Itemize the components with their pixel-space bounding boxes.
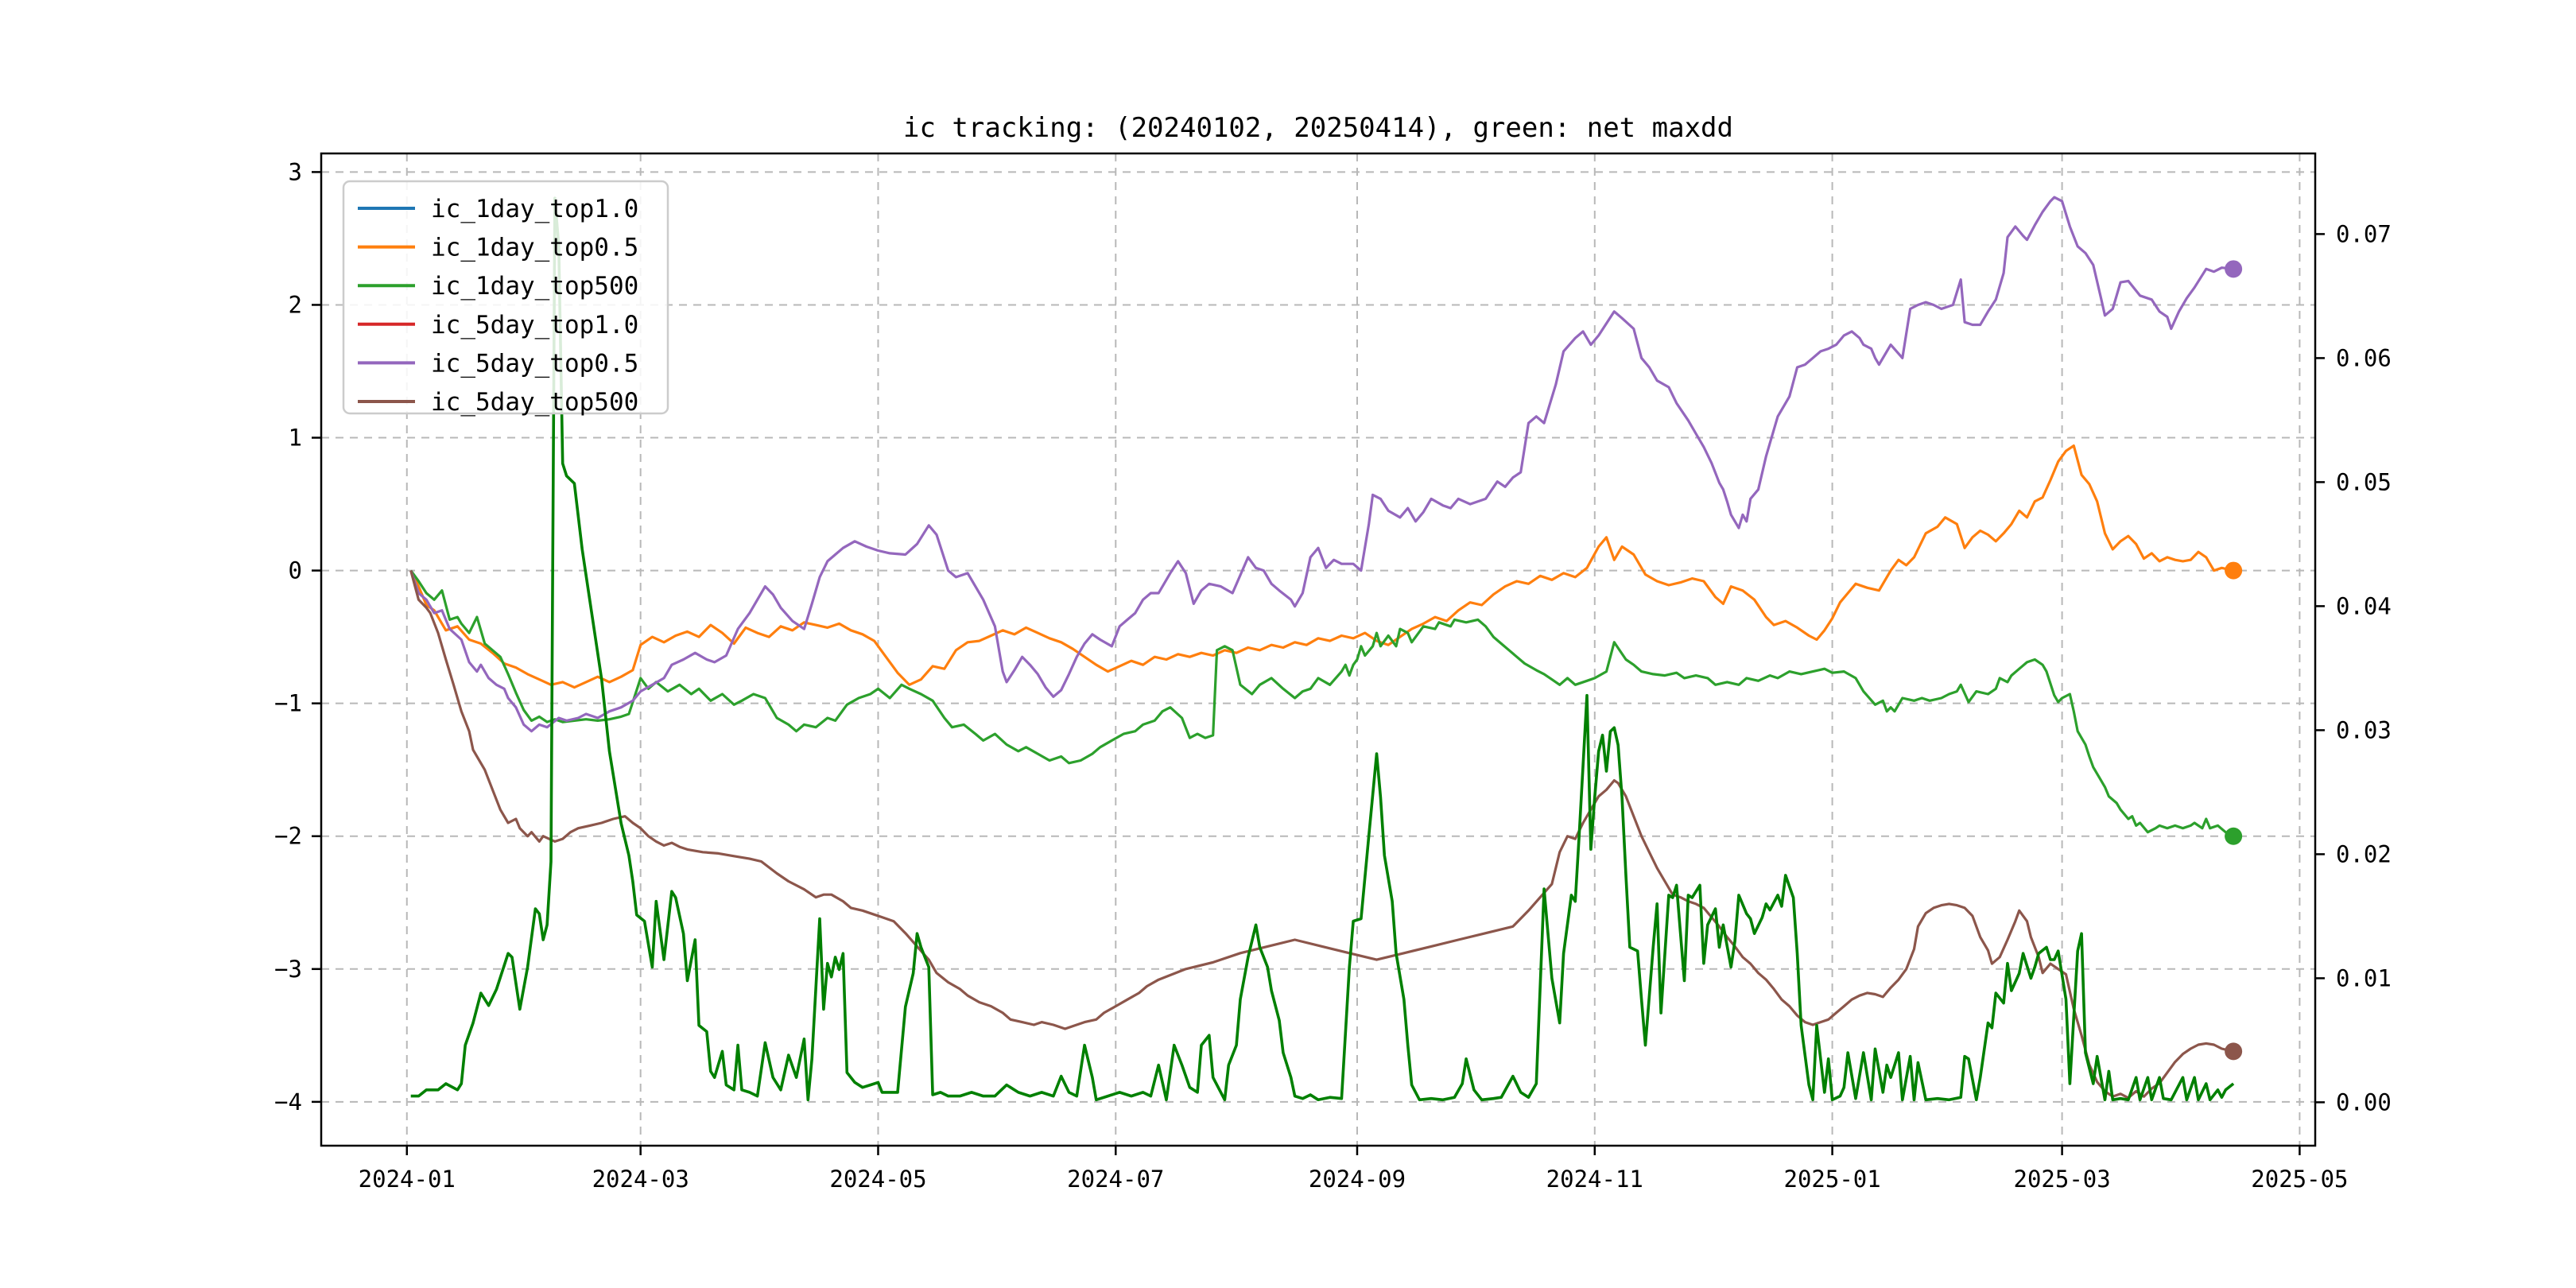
x-tick-label: 2025-03	[2013, 1166, 2110, 1193]
legend-label: ic_5day_top1.0	[431, 311, 638, 339]
chart-title: ic tracking: (20240102, 20250414), green…	[903, 112, 1733, 144]
left-tick-label: −1	[274, 690, 302, 717]
x-tick-label: 2024-03	[592, 1166, 689, 1193]
legend-label: ic_1day_top0.5	[431, 234, 638, 262]
series-line-ic_1day_top0.5	[409, 444, 2234, 689]
right-tick-label: 0.03	[2336, 716, 2392, 743]
left-tick-label: 3	[289, 158, 302, 185]
x-tick-label: 2024-11	[1546, 1166, 1643, 1193]
legend: ic_1day_top1.0 ic_1day_top0.5 ic_1day_top5…	[342, 180, 669, 417]
right-tick-label: 0.02	[2336, 840, 2392, 867]
right-tick-label: 0.07	[2336, 220, 2392, 247]
x-tick-label: 2025-05	[2251, 1166, 2348, 1193]
series-line-ic_1day_top500	[409, 569, 2234, 838]
x-tick-label: 2024-05	[829, 1166, 926, 1193]
right-tick-label: 0.04	[2336, 592, 2392, 619]
series-endpoint-dot-ic_1day_top500	[2225, 827, 2243, 845]
legend-box	[342, 180, 669, 415]
left-tick-label: −4	[274, 1088, 302, 1115]
legend-label: ic_5day_top0.5	[431, 349, 638, 378]
tick-labels: 3 2 1 0 −1 −2 −3 −4 0.07 0.06 0.05 0.04 0.03 0.02 0.01…	[274, 158, 2392, 1193]
series-line-net maxdd	[410, 196, 2235, 1102]
left-tick-label: 1	[289, 425, 302, 452]
series-line-ic_5day_top500	[409, 570, 2234, 1100]
legend-label: ic_1day_top500	[431, 272, 638, 301]
legend-label: ic_1day_top1.0	[431, 195, 638, 223]
gridlines	[321, 153, 2315, 1146]
series-lines	[409, 196, 2243, 1102]
left-tick-label: −2	[274, 823, 302, 850]
right-tick-label: 0.05	[2336, 468, 2392, 495]
x-tick-label: 2025-01	[1783, 1166, 1880, 1193]
left-tick-label: −3	[274, 956, 302, 983]
x-tick-label: 2024-09	[1309, 1166, 1406, 1193]
left-tick-label: 2	[289, 291, 302, 318]
series-endpoint-dot-ic_5day_top500	[2225, 1042, 2243, 1061]
x-tick-label: 2024-07	[1067, 1166, 1164, 1193]
right-tick-label: 0.06	[2336, 344, 2392, 371]
legend-label: ic_5day_top500	[431, 388, 638, 417]
series-endpoint-dot-ic_1day_top0.5	[2225, 561, 2243, 580]
plot-border	[320, 152, 2317, 1147]
series-line-ic_5day_top0.5	[409, 196, 2234, 733]
series-endpoint-dot-ic_5day_top0.5	[2225, 260, 2243, 278]
left-tick-label: 0	[289, 557, 302, 584]
right-tick-label: 0.01	[2336, 964, 2392, 991]
x-tick-label: 2024-01	[359, 1166, 456, 1193]
right-tick-label: 0.00	[2336, 1088, 2392, 1115]
axes	[320, 152, 2317, 1147]
